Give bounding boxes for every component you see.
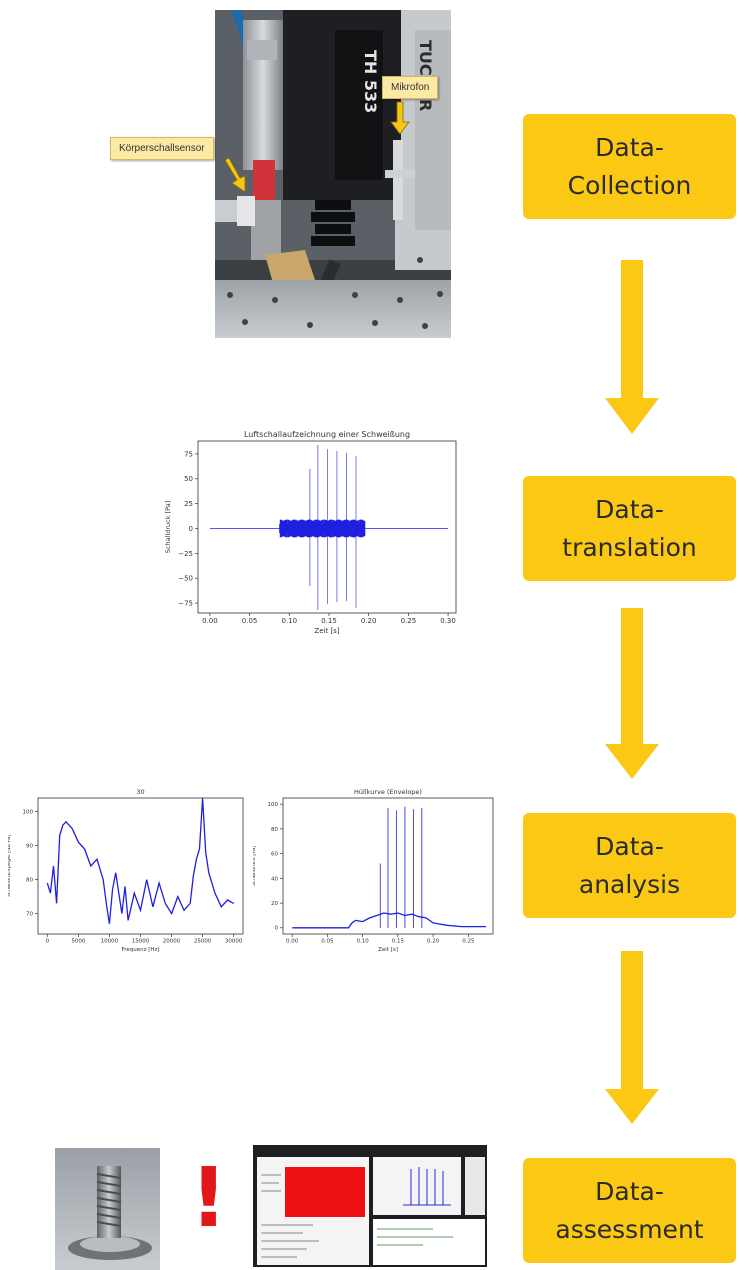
stage-line1: Data- — [595, 132, 664, 162]
y-tick-label: 75 — [184, 450, 193, 458]
x-tick-label: 0.20 — [361, 617, 377, 625]
x-axis-label: Frequenz [Hz] — [121, 947, 159, 953]
stage-data-analysis: Data- analysis — [523, 813, 736, 918]
x-tick-label: 0.25 — [462, 939, 475, 945]
chart-title: 30 — [136, 788, 144, 796]
x-tick-label: 15000 — [132, 939, 150, 945]
y-axis-label: Schalldruck [Pa] — [253, 846, 257, 886]
plot-frame — [37, 797, 244, 935]
warning-exclamation: ! — [190, 1151, 228, 1246]
y-tick-label: 80 — [26, 878, 33, 884]
y-tick-label: 100 — [23, 810, 34, 816]
callout-sensor: Körperschallsensor — [110, 137, 214, 160]
y-tick-label: 20 — [271, 901, 278, 907]
y-tick-label: 50 — [184, 475, 193, 483]
y-tick-label: 70 — [26, 912, 33, 918]
x-tick-label: 25000 — [194, 939, 212, 945]
y-tick-label: 80 — [271, 827, 278, 833]
callout-mic: Mikrofon — [382, 76, 439, 99]
y-tick-label: −25 — [178, 550, 193, 558]
y-tick-label: 100 — [268, 802, 279, 808]
stage-line1: Data- — [595, 494, 664, 524]
stage-line2: translation — [562, 532, 697, 562]
y-axis-label: Schalldruck [Pa] — [164, 501, 172, 553]
y-tick-label: −50 — [178, 575, 193, 583]
stage-line1: Data- — [595, 831, 664, 861]
welding-setup-photo: TH 533 TUCKER — [215, 10, 451, 338]
chart-sound-recording: 0.00 0.05 0.10 0.15 0.20 0.25 0.30 75 50 25 0 −25 −5… — [164, 430, 457, 635]
x-tick-label: 0.10 — [281, 617, 297, 625]
y-tick-label: 0 — [189, 525, 193, 533]
x-tick-label: 0.00 — [202, 617, 218, 625]
x-tick-label: 30000 — [225, 939, 243, 945]
x-tick-label: 0.05 — [242, 617, 258, 625]
signal-burst — [279, 519, 366, 538]
stage-line2: Collection — [567, 170, 692, 200]
flow-arrow-2 — [605, 608, 659, 779]
y-tick-label: 60 — [271, 852, 278, 858]
stage-line1: Data- — [595, 1176, 664, 1206]
flow-arrow-3 — [605, 951, 659, 1124]
assessment-software-screenshot — [253, 1145, 487, 1267]
y-tick-label: 40 — [271, 876, 278, 882]
machine-label: TH 533 — [361, 50, 380, 113]
chart-frequency-spectrum: 0 5000 10000 15000 20000 25000 30000 100 90 80 70 3… — [8, 788, 244, 953]
x-tick-label: 0.25 — [401, 617, 417, 625]
x-tick-label: 0.05 — [321, 939, 334, 945]
stage-line2: assessment — [555, 1214, 704, 1244]
chart-title: Luftschallaufzeichnung einer Schweißung — [244, 430, 410, 439]
x-tick-label: 20000 — [163, 939, 181, 945]
x-axis-label: Zeit [s] — [378, 947, 398, 953]
y-axis-label: Schalldruckpegel [dB Pa] — [8, 835, 12, 897]
chart-envelope: 0.00 0.05 0.10 0.15 0.20 0.25 100 80 60 40 20 0 Hüll… — [253, 788, 494, 953]
x-tick-label: 5000 — [71, 939, 85, 945]
x-tick-label: 0 — [46, 939, 50, 945]
x-tick-label: 0.00 — [286, 939, 299, 945]
x-axis-label: Zeit [s] — [314, 627, 339, 635]
x-tick-label: 10000 — [101, 939, 119, 945]
stage-line2: analysis — [578, 869, 681, 899]
stage-data-collection: Data- Collection — [523, 114, 736, 219]
y-tick-label: −75 — [178, 600, 193, 608]
stage-data-translation: Data- translation — [523, 476, 736, 581]
stage-data-assessment: Data- assessment — [523, 1158, 736, 1263]
y-tick-label: 25 — [184, 500, 193, 508]
x-tick-label: 0.15 — [321, 617, 337, 625]
welded-stud-photo — [55, 1148, 160, 1270]
x-tick-label: 0.30 — [440, 617, 456, 625]
envelope-line — [292, 912, 486, 929]
x-tick-label: 0.15 — [392, 939, 405, 945]
x-tick-label: 0.20 — [427, 939, 440, 945]
y-tick-label: 0 — [275, 926, 279, 932]
chart-title: Hüllkurve (Envelope) — [354, 788, 422, 796]
y-tick-label: 90 — [26, 844, 33, 850]
spectrum-line — [46, 797, 235, 924]
flow-arrow-1 — [605, 260, 659, 434]
x-tick-label: 0.10 — [357, 939, 370, 945]
